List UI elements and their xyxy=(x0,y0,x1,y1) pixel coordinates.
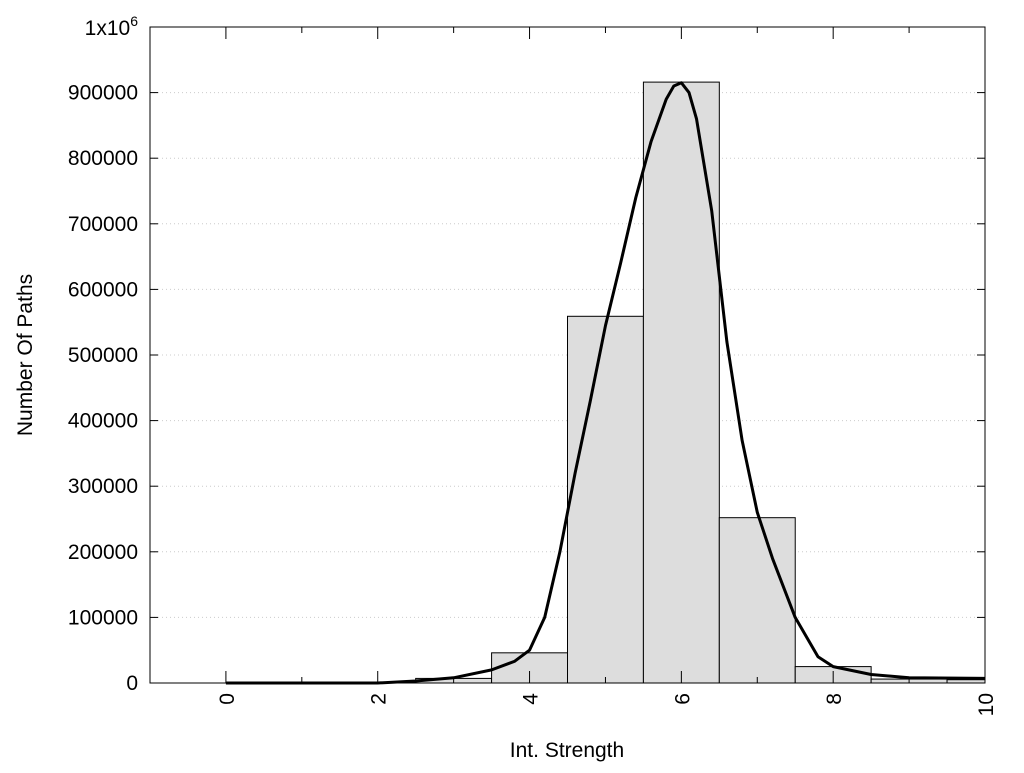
y-tick-label: 300000 xyxy=(68,475,138,498)
x-axis-label: Int. Strength xyxy=(510,739,624,762)
y-top-label-exponent: 6 xyxy=(130,13,138,29)
x-tick-label: 2 xyxy=(368,693,391,705)
y-tick-label: 0 xyxy=(126,672,138,695)
y-tick-label: 900000 xyxy=(68,82,138,105)
histogram-bar xyxy=(719,518,795,683)
x-tick-label: 8 xyxy=(823,693,846,705)
labels-layer: Int. Strength Number Of Paths 1x106 xyxy=(14,13,624,762)
y-tick-label: 700000 xyxy=(68,213,138,236)
y-axis-label: Number Of Paths xyxy=(14,274,37,436)
ticks-layer: 0 100000 200000 300000 400000 500000 600000 700… xyxy=(68,27,998,716)
histogram-bar xyxy=(568,316,644,683)
histogram-bar xyxy=(643,82,719,683)
x-tick-label: 4 xyxy=(520,693,543,705)
y-top-label-base: 1x10 xyxy=(85,17,131,40)
x-tick-label: 10 xyxy=(975,693,998,716)
x-tick-label: 0 xyxy=(216,693,239,705)
x-tick-label: 6 xyxy=(671,693,694,705)
bars-layer xyxy=(340,82,985,683)
y-tick-label: 800000 xyxy=(68,147,138,170)
y-tick-label: 600000 xyxy=(68,278,138,301)
y-top-exponent-label: 1x106 xyxy=(85,13,139,40)
y-tick-label: 200000 xyxy=(68,541,138,564)
y-tick-label: 500000 xyxy=(68,344,138,367)
y-tick-label: 400000 xyxy=(68,410,138,433)
y-tick-label: 100000 xyxy=(68,606,138,629)
